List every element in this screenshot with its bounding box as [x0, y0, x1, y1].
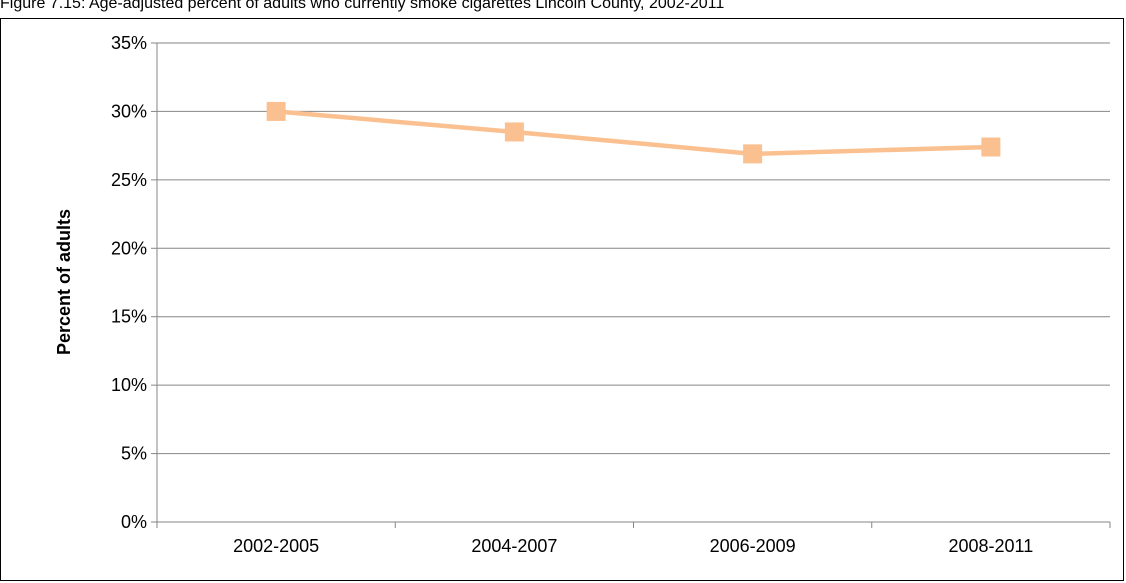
chart-title: Figure 7.15: Age-adjusted percent of adu… [0, 0, 725, 12]
x-tick-label: 2002-2005 [233, 536, 319, 556]
y-tick-label: 35% [111, 33, 147, 53]
y-tick-labels: 0% 5% 10% 15% 20% 25% 30% 35% [111, 33, 147, 532]
x-tick-label: 2006-2009 [710, 536, 796, 556]
axes [151, 42, 1111, 528]
y-tick-label: 5% [121, 444, 147, 464]
data-point-marker [743, 144, 763, 164]
x-tick-label: 2008-2011 [949, 536, 1034, 556]
y-tick-label: 10% [111, 375, 147, 395]
y-tick-label: 0% [121, 512, 147, 532]
chart-frame [0, 18, 1124, 581]
y-tick-label: 15% [111, 307, 147, 327]
series-line [275, 109, 991, 157]
gridlines [157, 42, 1110, 455]
y-tick-label: 25% [111, 170, 147, 190]
data-point-marker [981, 137, 1001, 157]
x-tick-label: 2004-2007 [471, 536, 557, 556]
y-tick-label: 20% [111, 238, 147, 258]
y-axis-label: Percent of adults [54, 209, 74, 355]
x-tick-labels: 2002-2005 2004-2007 2006-2009 2008-2011 [233, 536, 1033, 556]
data-point-marker [504, 122, 524, 142]
y-tick-label: 30% [111, 101, 147, 121]
series [266, 101, 1001, 164]
data-point-marker [266, 101, 286, 121]
